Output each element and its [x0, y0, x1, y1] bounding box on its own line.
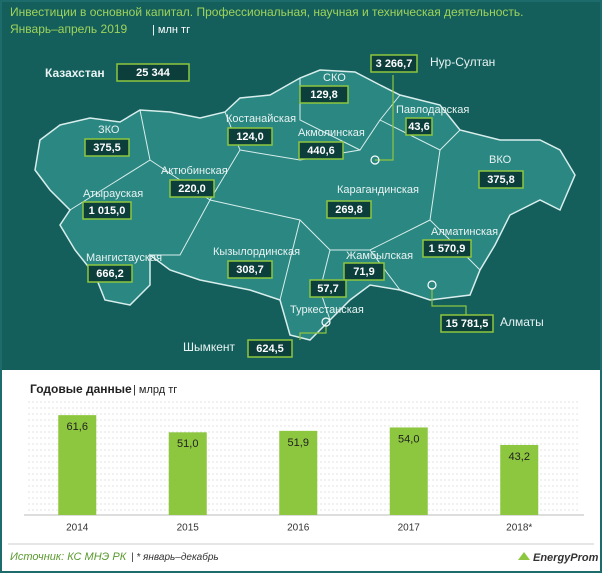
x-tick-label: 2014 [66, 523, 89, 534]
footer-source: Источник: КС МНЭ РК [10, 551, 127, 563]
value-box [247, 339, 293, 358]
value-box [478, 170, 524, 189]
value-box [405, 117, 433, 136]
bar [279, 430, 318, 515]
value-box [227, 260, 273, 279]
region-label: Кызылординская [213, 246, 300, 258]
brand: EnergyProm [533, 552, 599, 564]
total-label: Казахстан [45, 66, 105, 80]
region-label: ВКО [489, 154, 512, 166]
region-label: Шымкент [183, 340, 236, 354]
x-tick-label: 2018* [506, 523, 532, 534]
bar [168, 432, 207, 515]
value-box [116, 63, 190, 82]
x-tick-label: 2016 [287, 523, 310, 534]
note: * январь–декабрь [136, 551, 218, 563]
chart-unit: | млрд тг [133, 384, 177, 396]
value-box [84, 138, 130, 157]
value-label: 220,0 [178, 183, 206, 195]
bar-value-label: 51,0 [177, 438, 198, 450]
region-label: Актюбинская [161, 165, 228, 177]
unit: млрд тг [139, 384, 177, 396]
bar [500, 444, 539, 515]
region-label: ЗКО [98, 124, 120, 136]
value-label: 129,8 [310, 89, 338, 101]
value-label: 666,2 [96, 268, 124, 280]
bar-value-label: 43,2 [509, 451, 530, 463]
value-label: 124,0 [236, 131, 264, 143]
brand-logo [518, 552, 530, 560]
value-label: 25 344 [136, 67, 171, 79]
value-box [309, 279, 347, 298]
bar-value-label: 51,9 [288, 437, 309, 449]
value-box [298, 141, 344, 160]
connectors [299, 75, 467, 340]
bar [389, 427, 428, 515]
value-label: 57,7 [317, 283, 338, 295]
region-label: Жамбылская [346, 250, 413, 262]
separator: | [133, 384, 139, 396]
value-box [169, 179, 215, 198]
region-label: Павлодарская [396, 104, 469, 116]
separator: | [131, 552, 136, 563]
x-tick-label: 2015 [177, 523, 200, 534]
value-label: 1 570,9 [429, 243, 466, 255]
bar-value-label: 61,6 [67, 421, 88, 433]
value-box [299, 85, 349, 104]
region-label: СКО [323, 72, 346, 84]
region-label: Костанайская [226, 113, 296, 125]
value-label: 15 781,5 [446, 318, 489, 330]
value-label: 308,7 [236, 264, 264, 276]
value-box [87, 264, 133, 283]
separator: | [152, 24, 158, 36]
unit: млн тг [158, 24, 190, 36]
region-label: Туркестанская [290, 304, 364, 316]
footer-note: | * январь–декабрь [131, 551, 219, 563]
region-label: Нур-Султан [430, 55, 495, 69]
value-box [370, 54, 418, 73]
bar [58, 415, 97, 515]
region-label: Мангистауская [86, 252, 162, 264]
value-label: 3 266,7 [376, 58, 413, 70]
value-label: 1 015,0 [89, 205, 126, 217]
region-label: Акмолинская [298, 127, 365, 139]
footer [2, 543, 600, 571]
value-box [227, 127, 273, 146]
map-shape [34, 69, 576, 341]
value-box [422, 239, 472, 258]
value-label: 624,5 [256, 343, 284, 355]
value-label: 71,9 [353, 266, 374, 278]
region-label: Атырауская [83, 188, 143, 200]
chart-title: Годовые данные [30, 382, 132, 396]
region-label: Карагандинская [337, 184, 419, 196]
value-box [326, 200, 372, 219]
region-label: Алматинская [431, 226, 498, 238]
header-unit: | млн тг [152, 24, 190, 36]
value-label: 440,6 [307, 145, 335, 157]
value-box [82, 201, 132, 220]
value-label: 269,8 [335, 204, 363, 216]
bar-value-label: 54,0 [398, 433, 419, 445]
value-box [440, 314, 494, 333]
value-label: 43,6 [408, 121, 429, 133]
header-title: Инвестиции в основной капитал. Профессио… [10, 5, 523, 19]
x-tick-label: 2017 [398, 523, 421, 534]
value-label: 375,8 [487, 174, 515, 186]
value-box [343, 262, 385, 281]
header-subtitle: Январь–апрель 2019 [10, 22, 128, 36]
region-label: Алматы [500, 315, 544, 329]
value-label: 375,5 [93, 142, 121, 154]
